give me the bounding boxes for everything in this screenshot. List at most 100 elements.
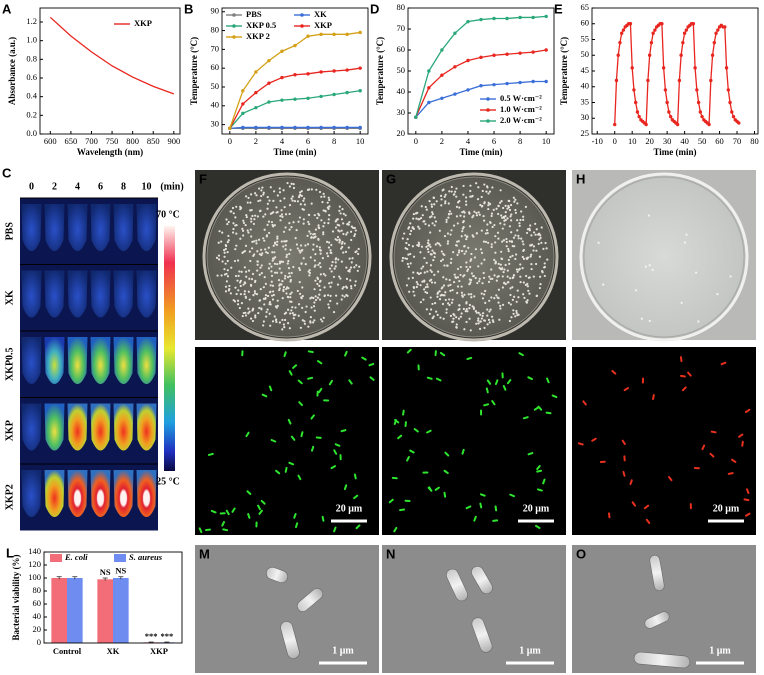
colony bbox=[250, 220, 253, 223]
colony bbox=[519, 281, 522, 284]
colony bbox=[488, 310, 491, 313]
bacterium bbox=[287, 418, 292, 425]
colony bbox=[492, 320, 495, 323]
time-unit: (min) bbox=[160, 181, 183, 192]
colony bbox=[410, 229, 413, 232]
colony bbox=[455, 325, 458, 329]
colony bbox=[286, 181, 289, 185]
bacterium bbox=[533, 406, 540, 411]
colony bbox=[501, 303, 505, 306]
colony bbox=[519, 263, 522, 266]
data-point bbox=[267, 100, 271, 104]
colony bbox=[276, 240, 279, 243]
colony bbox=[250, 235, 253, 238]
data-point bbox=[345, 90, 349, 95]
bacterium bbox=[471, 565, 493, 595]
colony bbox=[284, 311, 288, 314]
colony bbox=[290, 291, 293, 294]
colony bbox=[257, 199, 260, 203]
colony bbox=[491, 225, 494, 229]
colony bbox=[529, 244, 532, 247]
colony bbox=[255, 194, 258, 197]
colony bbox=[401, 259, 404, 262]
colony bbox=[429, 253, 432, 256]
colony bbox=[297, 303, 301, 306]
colony bbox=[231, 206, 235, 210]
colony bbox=[458, 249, 461, 252]
colony bbox=[539, 234, 542, 237]
bacterium bbox=[315, 436, 322, 439]
bacterium bbox=[353, 494, 359, 500]
colony bbox=[468, 303, 472, 307]
colony bbox=[475, 322, 478, 325]
legend-swatch bbox=[114, 554, 126, 562]
colony bbox=[409, 262, 412, 265]
colony bbox=[425, 308, 428, 311]
colony bbox=[429, 308, 433, 311]
data-point bbox=[414, 115, 418, 119]
colony bbox=[341, 245, 344, 249]
colony bbox=[545, 247, 548, 250]
colony bbox=[492, 208, 495, 211]
colony bbox=[462, 225, 465, 229]
colony bbox=[436, 295, 439, 298]
colony bbox=[279, 199, 282, 202]
bacterium bbox=[446, 568, 468, 602]
colony bbox=[247, 196, 250, 200]
colony bbox=[499, 189, 502, 192]
colony bbox=[444, 200, 447, 203]
colony bbox=[285, 292, 288, 295]
colony bbox=[685, 233, 688, 236]
colony bbox=[346, 231, 349, 234]
colony bbox=[484, 240, 488, 243]
bacterium bbox=[275, 469, 281, 475]
bacterium bbox=[334, 443, 341, 447]
colony bbox=[423, 256, 426, 260]
colony bbox=[507, 199, 510, 202]
colony bbox=[438, 229, 441, 232]
colony bbox=[257, 238, 261, 241]
colony bbox=[497, 288, 500, 291]
colony bbox=[510, 240, 514, 244]
colony bbox=[292, 314, 295, 317]
colony bbox=[522, 249, 525, 252]
colony bbox=[522, 243, 525, 246]
colony bbox=[504, 210, 507, 214]
colony bbox=[277, 278, 281, 282]
colony bbox=[257, 311, 260, 315]
colony bbox=[469, 281, 472, 284]
colony bbox=[457, 308, 460, 311]
colony bbox=[428, 243, 431, 246]
colony bbox=[322, 231, 325, 234]
colony bbox=[537, 233, 540, 236]
colony bbox=[468, 211, 471, 214]
bacterium bbox=[551, 394, 558, 399]
colony bbox=[423, 271, 426, 274]
colony bbox=[312, 296, 315, 300]
data-point bbox=[531, 15, 535, 20]
colony bbox=[294, 236, 297, 240]
colony bbox=[348, 270, 351, 273]
colony bbox=[543, 265, 546, 269]
data-point bbox=[319, 70, 323, 74]
colony bbox=[323, 221, 326, 224]
colony bbox=[520, 210, 523, 213]
colony bbox=[449, 283, 452, 286]
colony bbox=[299, 191, 302, 194]
bacterium bbox=[409, 449, 415, 454]
colony bbox=[330, 264, 333, 267]
colony bbox=[253, 240, 256, 243]
y-axis-title: Temperature (°C) bbox=[375, 37, 385, 105]
colony bbox=[239, 237, 242, 240]
legend-label: 2.0 W·cm⁻² bbox=[500, 115, 542, 125]
panel-label: L bbox=[6, 545, 14, 560]
bacterium bbox=[288, 370, 293, 376]
colony bbox=[411, 245, 414, 248]
colony bbox=[243, 290, 247, 293]
colony bbox=[509, 215, 512, 218]
colony bbox=[508, 208, 512, 212]
legend-label: XK bbox=[314, 9, 327, 19]
colony bbox=[354, 280, 357, 283]
dish-rim bbox=[389, 172, 559, 342]
colony bbox=[327, 241, 331, 244]
